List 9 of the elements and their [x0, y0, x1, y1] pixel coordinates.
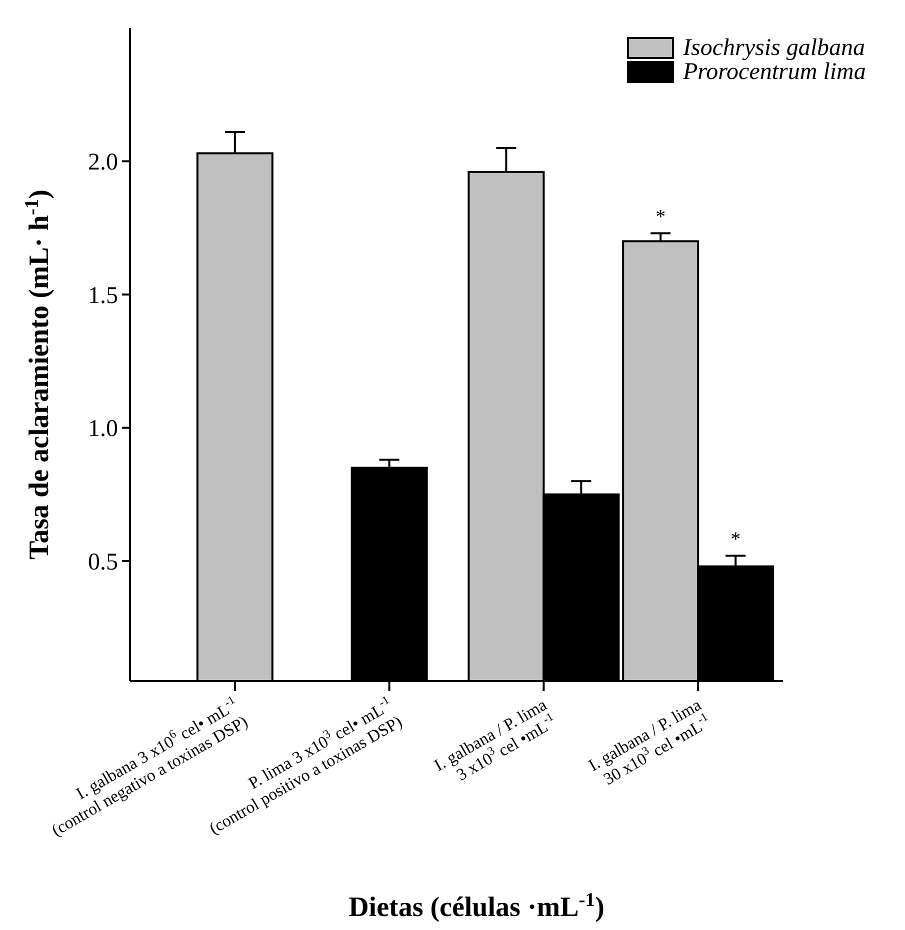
y-tick-label: 0.5	[88, 549, 118, 576]
y-tick-label: 2.0	[88, 150, 118, 176]
annotation: *	[730, 528, 741, 551]
legend-label: Isochrysis galbana	[682, 35, 865, 61]
y-tick-label: 1.0	[88, 416, 118, 442]
annotation: *	[656, 206, 666, 228]
legend-label: Prorocentrum lima	[682, 59, 866, 85]
y-tick-label: 1.5	[88, 282, 118, 309]
x-axis-title: Dietas (células ·mL$^{-1}$)	[348, 890, 604, 923]
